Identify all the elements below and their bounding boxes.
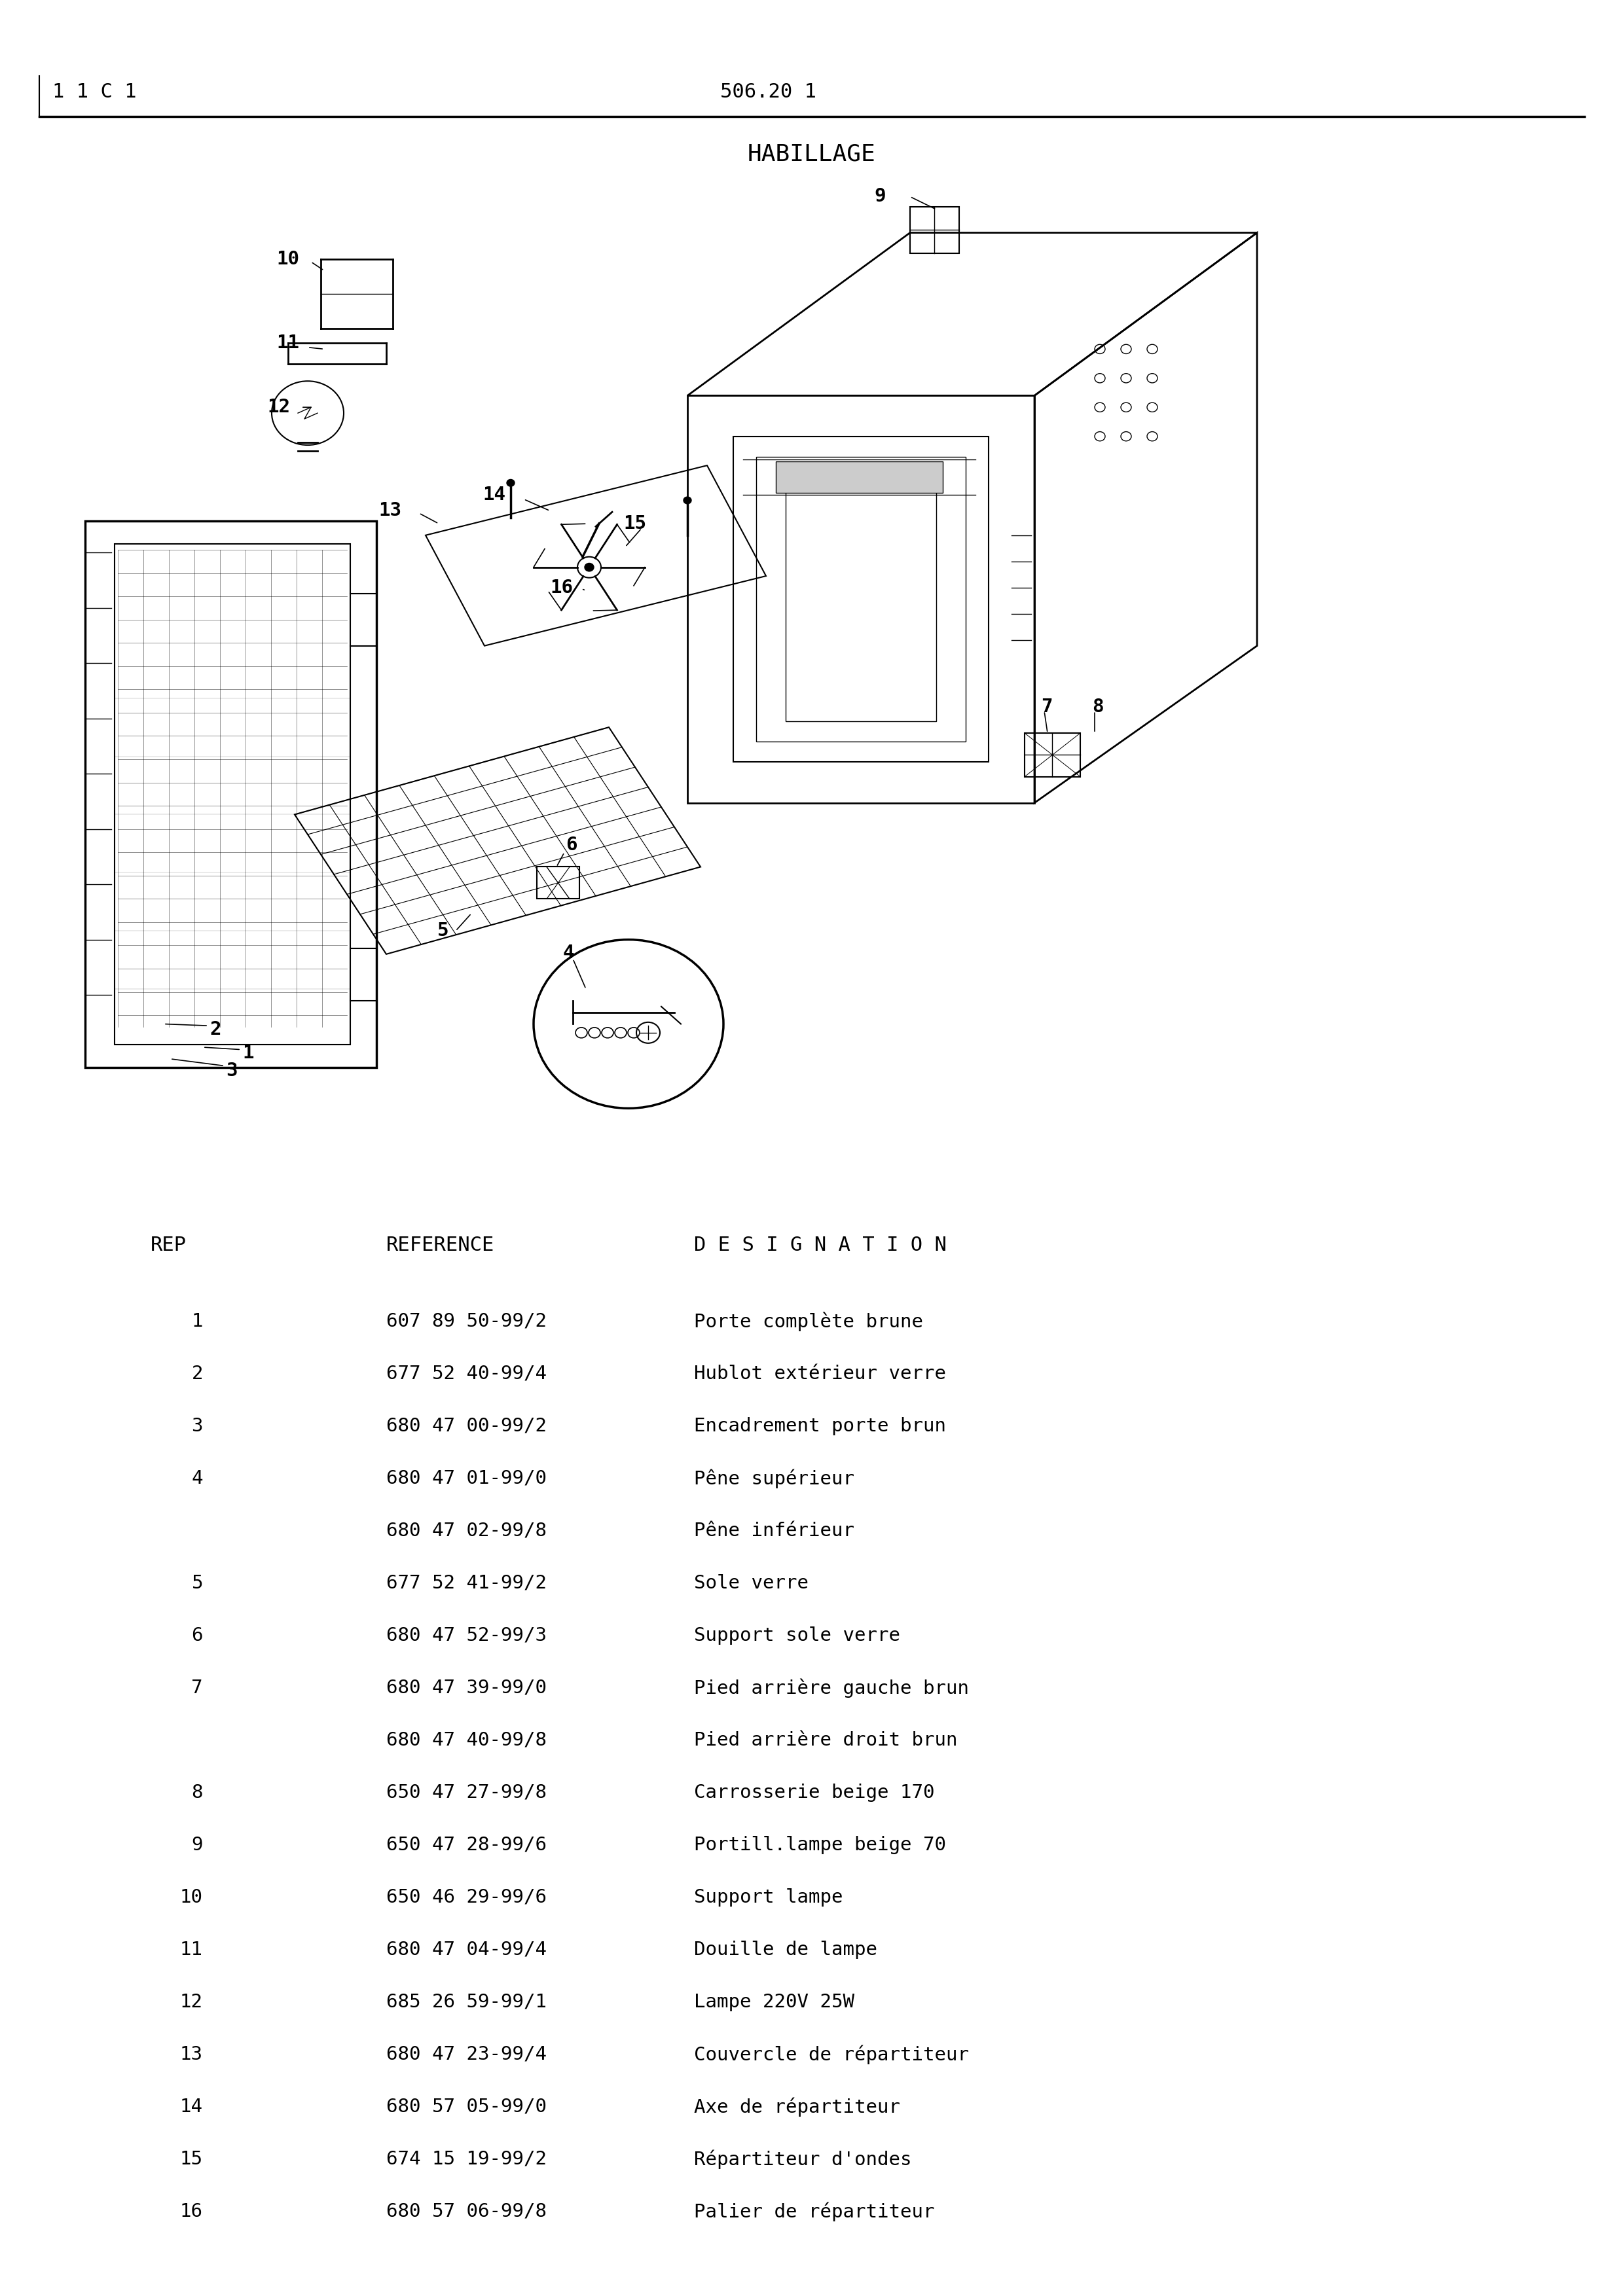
Polygon shape [776, 461, 943, 494]
Text: REP: REP [151, 1235, 187, 1256]
Text: 13: 13 [378, 501, 401, 519]
Text: 1 1 C 1: 1 1 C 1 [52, 83, 136, 101]
Text: Pied arrière gauche brun: Pied arrière gauche brun [695, 1678, 969, 1697]
Text: 650 47 27-99/8: 650 47 27-99/8 [386, 1784, 547, 1802]
Circle shape [683, 496, 691, 503]
Text: 680 47 40-99/8: 680 47 40-99/8 [386, 1731, 547, 1750]
Text: 680 47 04-99/4: 680 47 04-99/4 [386, 1940, 547, 1958]
Text: 7: 7 [192, 1678, 203, 1697]
Text: 506.20 1: 506.20 1 [721, 83, 816, 101]
Text: Pied arrière droit brun: Pied arrière droit brun [695, 1731, 958, 1750]
Text: 5: 5 [192, 1573, 203, 1591]
Text: 9: 9 [875, 188, 886, 207]
Text: 674 15 19-99/2: 674 15 19-99/2 [386, 2149, 547, 2167]
Text: Support sole verre: Support sole verre [695, 1626, 901, 1644]
Text: 2: 2 [192, 1364, 203, 1382]
Text: Encadrement porte brun: Encadrement porte brun [695, 1417, 946, 1435]
Text: 16: 16 [550, 579, 573, 597]
Text: Palier de répartiteur: Palier de répartiteur [695, 2202, 935, 2223]
Text: 680 47 39-99/0: 680 47 39-99/0 [386, 1678, 547, 1697]
Text: Portill.lampe beige 70: Portill.lampe beige 70 [695, 1835, 946, 1853]
Text: 3: 3 [226, 1061, 237, 1079]
Text: Porte complète brune: Porte complète brune [695, 1311, 923, 1332]
Text: 680 57 06-99/8: 680 57 06-99/8 [386, 2202, 547, 2220]
Text: 10: 10 [180, 1887, 203, 1906]
Text: 680 47 02-99/8: 680 47 02-99/8 [386, 1522, 547, 1541]
Text: 4: 4 [192, 1469, 203, 1488]
Text: 4: 4 [563, 944, 575, 962]
Text: 1: 1 [192, 1311, 203, 1329]
Text: 16: 16 [180, 2202, 203, 2220]
Text: 11: 11 [180, 1940, 203, 1958]
Circle shape [506, 480, 514, 487]
Text: Répartiteur d'ondes: Répartiteur d'ondes [695, 2149, 912, 2170]
Text: D E S I G N A T I O N: D E S I G N A T I O N [695, 1235, 946, 1256]
Text: 680 47 23-99/4: 680 47 23-99/4 [386, 2046, 547, 2064]
Text: 15: 15 [180, 2149, 203, 2167]
Text: Support lampe: Support lampe [695, 1887, 842, 1906]
Text: 12: 12 [268, 397, 291, 416]
Text: 8: 8 [192, 1784, 203, 1802]
Text: 680 57 05-99/0: 680 57 05-99/0 [386, 2096, 547, 2115]
Text: Sole verre: Sole verre [695, 1573, 808, 1591]
Text: Carrosserie beige 170: Carrosserie beige 170 [695, 1784, 935, 1802]
Text: 677 52 40-99/4: 677 52 40-99/4 [386, 1364, 547, 1382]
Text: Lampe 220V 25W: Lampe 220V 25W [695, 1993, 854, 2011]
Text: 15: 15 [623, 514, 646, 533]
Text: 9: 9 [192, 1835, 203, 1853]
Text: Axe de répartiteur: Axe de répartiteur [695, 2096, 901, 2117]
Text: HABILLAGE: HABILLAGE [747, 142, 875, 165]
Text: Couvercle de répartiteur: Couvercle de répartiteur [695, 2046, 969, 2064]
Text: 2: 2 [209, 1022, 221, 1040]
Circle shape [584, 563, 594, 572]
Text: 11: 11 [276, 335, 299, 351]
Text: 677 52 41-99/2: 677 52 41-99/2 [386, 1573, 547, 1591]
Text: 14: 14 [482, 484, 505, 503]
Text: 650 46 29-99/6: 650 46 29-99/6 [386, 1887, 547, 1906]
Text: 680 47 52-99/3: 680 47 52-99/3 [386, 1626, 547, 1644]
Text: 680 47 00-99/2: 680 47 00-99/2 [386, 1417, 547, 1435]
Text: 13: 13 [180, 2046, 203, 2064]
Text: 3: 3 [192, 1417, 203, 1435]
Text: Pêne supérieur: Pêne supérieur [695, 1469, 854, 1488]
Text: 6: 6 [566, 836, 578, 854]
Text: 650 47 28-99/6: 650 47 28-99/6 [386, 1835, 547, 1853]
Text: 607 89 50-99/2: 607 89 50-99/2 [386, 1311, 547, 1329]
Text: Pêne inférieur: Pêne inférieur [695, 1522, 854, 1541]
Text: 7: 7 [1040, 698, 1052, 716]
Text: Douille de lampe: Douille de lampe [695, 1940, 878, 1958]
Text: 6: 6 [192, 1626, 203, 1644]
Text: 8: 8 [1092, 698, 1104, 716]
Text: 14: 14 [180, 2096, 203, 2115]
Text: 5: 5 [437, 921, 450, 939]
Text: 12: 12 [180, 1993, 203, 2011]
Text: 680 47 01-99/0: 680 47 01-99/0 [386, 1469, 547, 1488]
Text: 10: 10 [276, 250, 299, 269]
Text: 685 26 59-99/1: 685 26 59-99/1 [386, 1993, 547, 2011]
Text: 1: 1 [242, 1045, 253, 1063]
Text: Hublot extérieur verre: Hublot extérieur verre [695, 1364, 946, 1382]
Text: REFERENCE: REFERENCE [386, 1235, 495, 1256]
Circle shape [534, 939, 724, 1109]
